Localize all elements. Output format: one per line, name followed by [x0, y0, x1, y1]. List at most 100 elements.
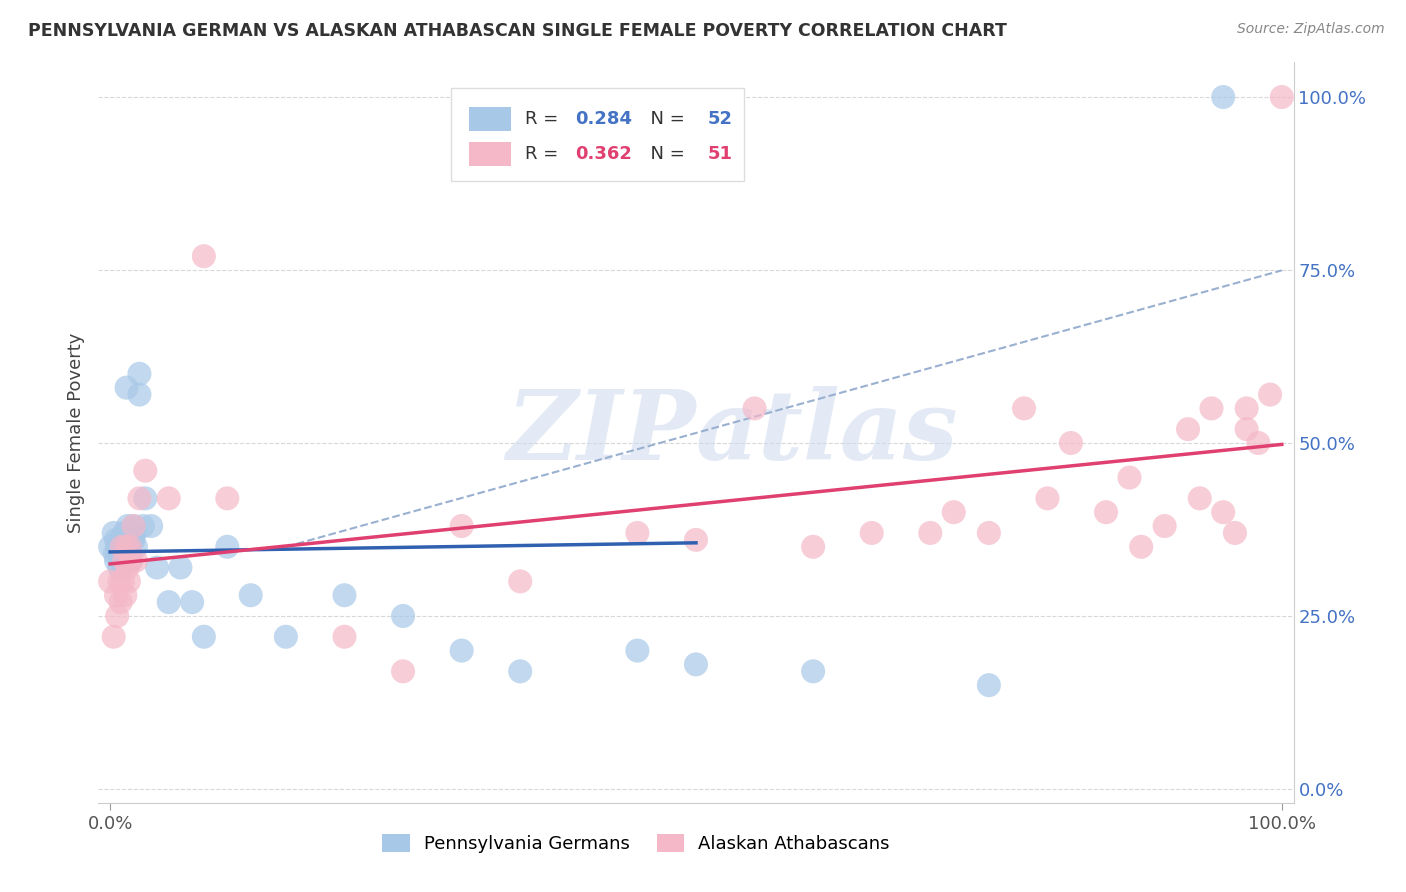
Point — [333, 588, 356, 602]
Point — [193, 249, 215, 263]
Point — [181, 595, 204, 609]
Point — [274, 630, 297, 644]
Point — [114, 588, 136, 602]
Point — [1036, 491, 1059, 506]
Point — [117, 560, 139, 574]
Point — [120, 540, 141, 554]
Point — [105, 540, 128, 554]
Point — [122, 533, 145, 547]
Text: PENNSYLVANIA GERMAN VS ALASKAN ATHABASCAN SINGLE FEMALE POVERTY CORRELATION CHAR: PENNSYLVANIA GERMAN VS ALASKAN ATHABASCA… — [28, 22, 1007, 40]
Point — [118, 574, 141, 589]
Text: 0.362: 0.362 — [575, 145, 633, 163]
Point — [1201, 401, 1223, 416]
Point — [920, 525, 942, 540]
Point — [801, 665, 824, 679]
Point — [626, 643, 648, 657]
Point — [111, 554, 134, 568]
Point — [98, 574, 121, 589]
Text: 51: 51 — [709, 145, 733, 163]
Text: 52: 52 — [709, 111, 733, 128]
Point — [1212, 505, 1234, 519]
Text: ZIP: ZIP — [506, 385, 696, 480]
Point — [117, 519, 139, 533]
Point — [685, 533, 707, 547]
Point — [217, 540, 239, 554]
FancyBboxPatch shape — [470, 107, 510, 131]
Point — [128, 367, 150, 381]
Point — [114, 554, 136, 568]
Point — [98, 540, 121, 554]
Point — [120, 554, 142, 568]
Point — [112, 525, 135, 540]
Point — [128, 387, 150, 401]
Point — [169, 560, 191, 574]
Point — [115, 381, 138, 395]
Text: R =: R = — [524, 145, 564, 163]
Point — [626, 525, 648, 540]
Point — [111, 540, 134, 554]
Point — [217, 491, 239, 506]
FancyBboxPatch shape — [470, 143, 510, 166]
Point — [146, 560, 169, 574]
Point — [121, 533, 143, 547]
Point — [744, 401, 766, 416]
Text: N =: N = — [638, 145, 690, 163]
Point — [1153, 519, 1175, 533]
Point — [392, 609, 415, 624]
Point — [450, 519, 472, 533]
Point — [122, 519, 145, 533]
Point — [112, 574, 135, 589]
Point — [120, 554, 142, 568]
Point — [118, 533, 141, 547]
Text: 0.284: 0.284 — [575, 111, 633, 128]
Point — [1247, 436, 1270, 450]
Point — [128, 491, 150, 506]
Point — [107, 547, 129, 561]
Point — [1188, 491, 1211, 506]
Point — [115, 540, 138, 554]
Point — [685, 657, 707, 672]
Point — [1095, 505, 1118, 519]
Point — [977, 525, 1000, 540]
Point — [110, 533, 132, 547]
Point — [124, 525, 146, 540]
Point — [105, 554, 128, 568]
Point — [108, 560, 131, 574]
Point — [239, 588, 262, 602]
Point — [157, 595, 180, 609]
Point — [193, 630, 215, 644]
Point — [1212, 90, 1234, 104]
Text: R =: R = — [524, 111, 564, 128]
Point — [942, 505, 965, 519]
Point — [1258, 387, 1281, 401]
Y-axis label: Single Female Poverty: Single Female Poverty — [66, 333, 84, 533]
Point — [392, 665, 415, 679]
Point — [977, 678, 1000, 692]
Point — [134, 491, 156, 506]
Point — [120, 540, 141, 554]
Point — [1177, 422, 1199, 436]
Point — [860, 525, 883, 540]
Text: atlas: atlas — [696, 385, 959, 480]
Point — [112, 533, 135, 547]
Point — [1060, 436, 1083, 450]
Point — [110, 595, 132, 609]
Point — [112, 547, 135, 561]
Point — [104, 547, 127, 561]
Point — [103, 630, 125, 644]
Point — [111, 540, 134, 554]
Point — [509, 665, 531, 679]
Point — [105, 609, 128, 624]
Point — [134, 464, 156, 478]
Point — [118, 547, 141, 561]
Point — [1223, 525, 1246, 540]
Point — [117, 540, 139, 554]
Point — [333, 630, 356, 644]
Point — [509, 574, 531, 589]
Point — [1271, 90, 1294, 104]
Point — [122, 519, 145, 533]
Point — [108, 574, 131, 589]
FancyBboxPatch shape — [451, 88, 744, 181]
Point — [103, 525, 125, 540]
Point — [1130, 540, 1153, 554]
